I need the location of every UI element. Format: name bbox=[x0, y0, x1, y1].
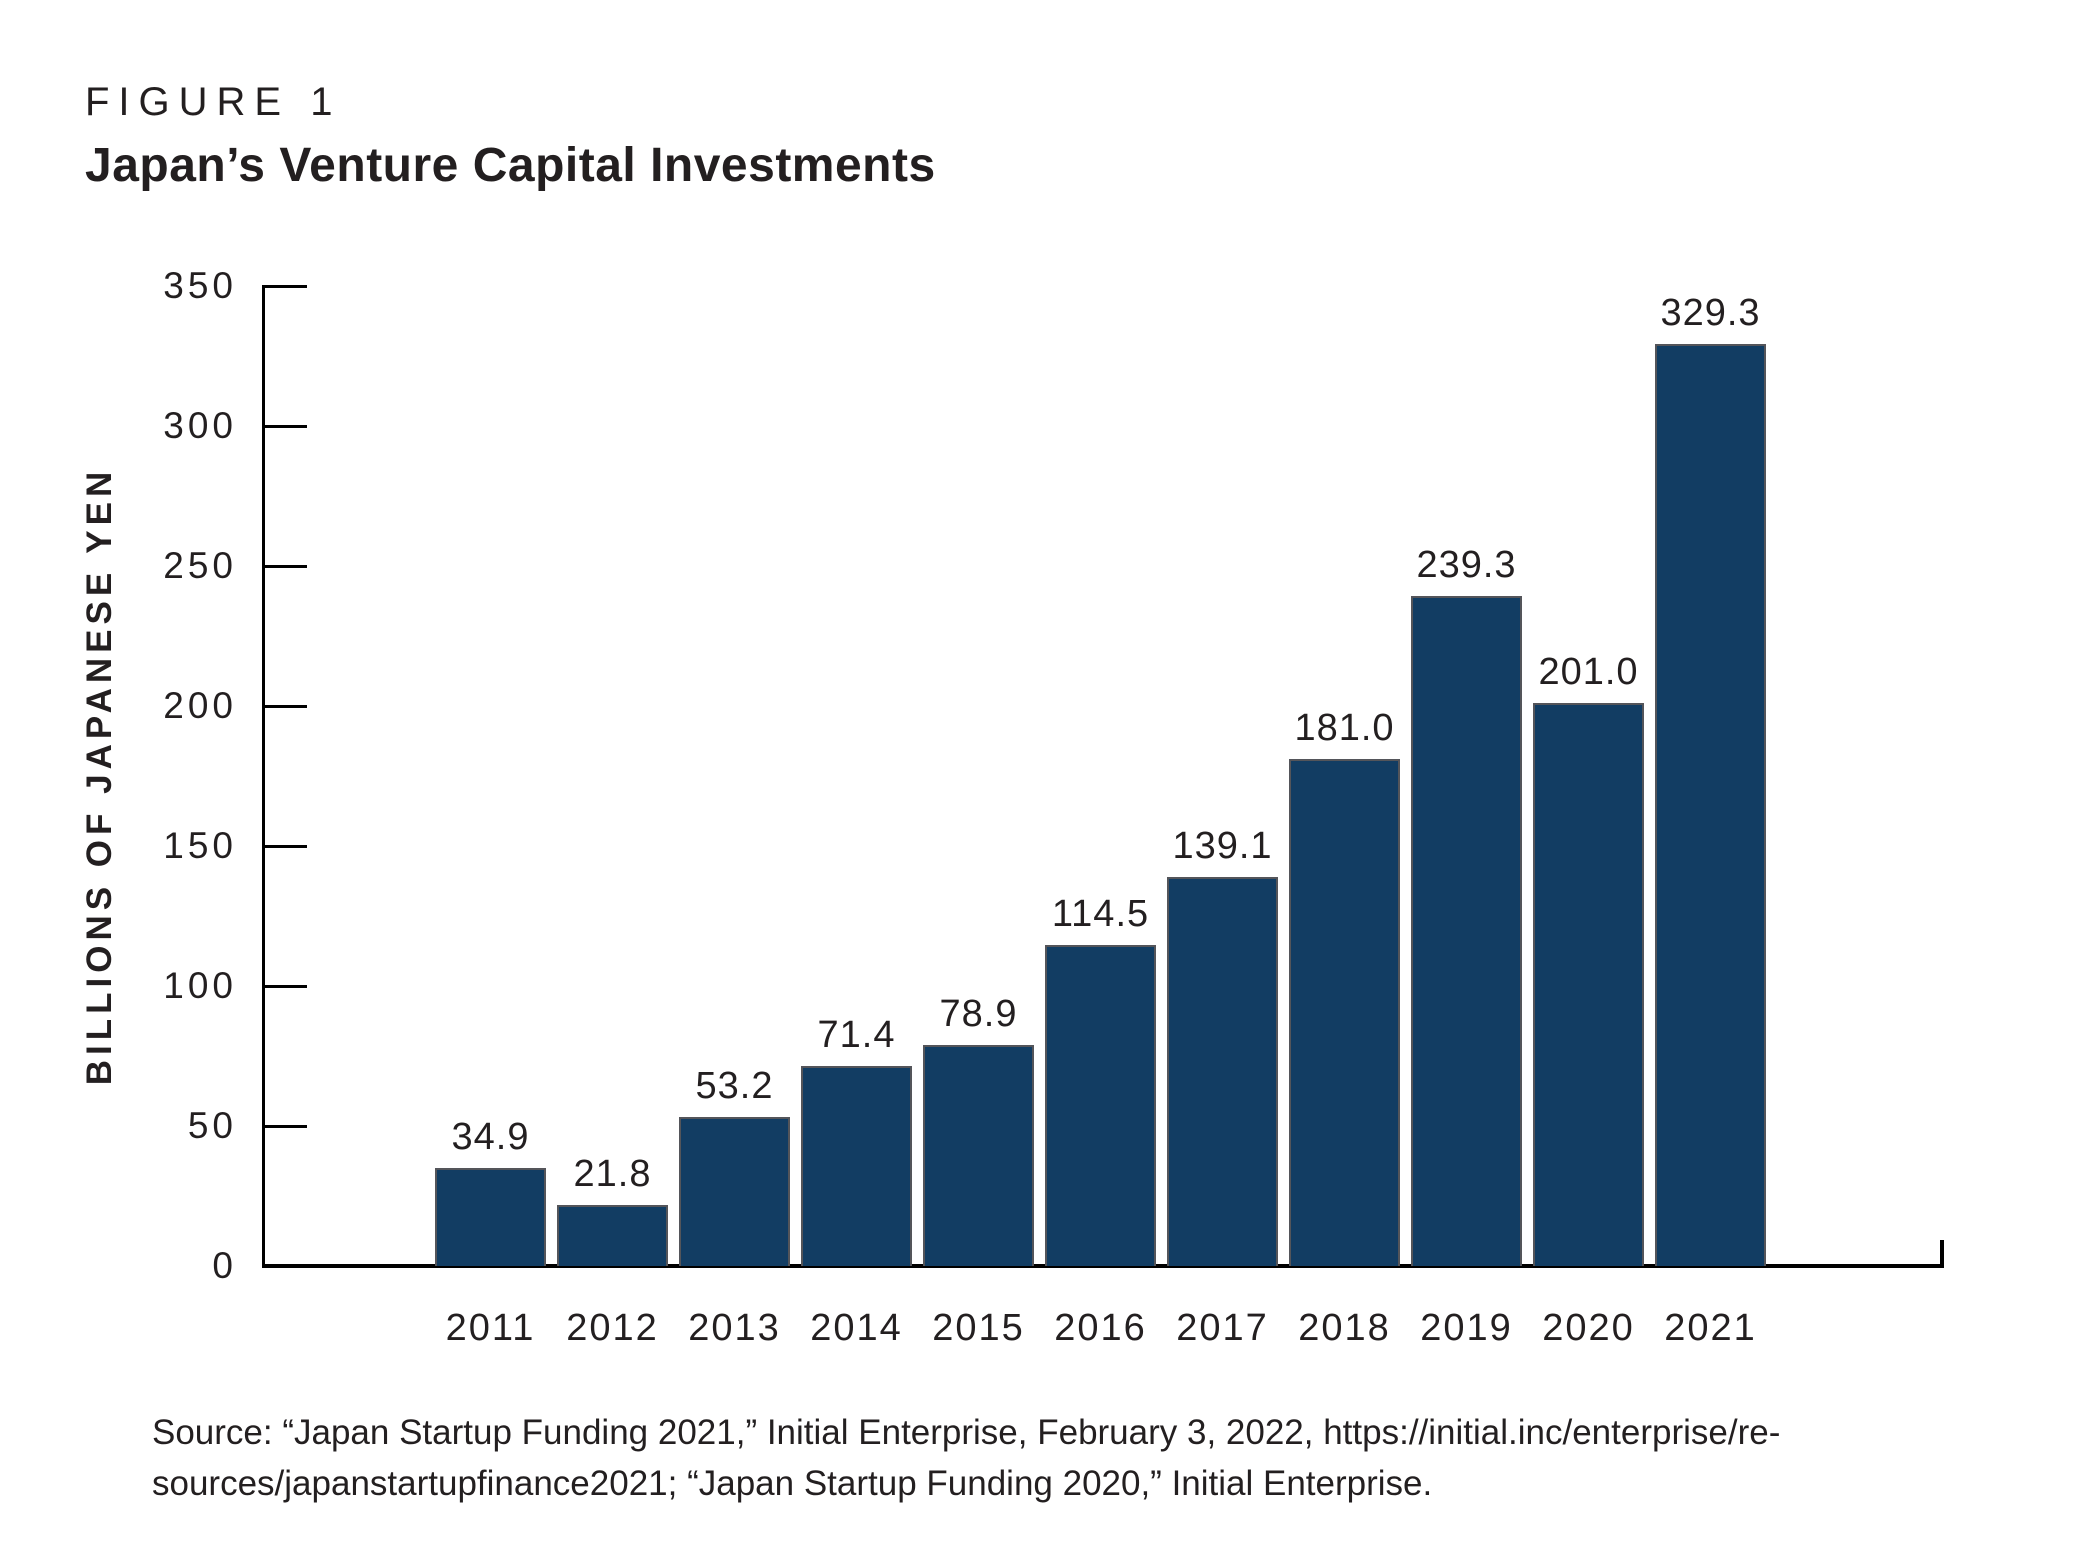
x-axis-category-label: 2018 bbox=[1298, 1307, 1391, 1349]
bar-2017 bbox=[1167, 876, 1278, 1266]
bar-2012 bbox=[557, 1204, 668, 1266]
bar-value-label: 239.3 bbox=[1416, 543, 1517, 586]
x-axis-category-label: 2016 bbox=[1054, 1307, 1147, 1349]
y-axis-tick-label: 150 bbox=[163, 825, 237, 866]
y-axis-tick bbox=[262, 1264, 307, 1268]
y-axis-tick bbox=[262, 984, 307, 988]
y-axis-tick-label: 100 bbox=[163, 965, 237, 1006]
bar-value-label: 34.9 bbox=[451, 1116, 530, 1159]
y-axis-tick-label: 200 bbox=[163, 685, 237, 726]
bar-2015 bbox=[923, 1045, 1034, 1266]
bar-2019 bbox=[1411, 595, 1522, 1266]
x-axis-category-label: 2011 bbox=[445, 1307, 536, 1349]
x-axis-category-label: 2012 bbox=[566, 1307, 659, 1349]
y-axis-tick bbox=[262, 424, 307, 428]
y-axis-tick-label: 0 bbox=[212, 1245, 237, 1286]
bar-value-label: 78.9 bbox=[939, 993, 1018, 1036]
bar-value-label: 181.0 bbox=[1294, 707, 1395, 750]
chart-title: Japan’s Venture Capital Investments bbox=[85, 139, 936, 192]
y-axis-line bbox=[262, 286, 265, 1266]
bar-value-label: 53.2 bbox=[695, 1065, 774, 1108]
bar-value-label: 71.4 bbox=[817, 1014, 896, 1057]
bar-2020 bbox=[1533, 703, 1644, 1266]
bar-2014 bbox=[801, 1066, 912, 1266]
figure-label: FIGURE 1 bbox=[85, 80, 342, 124]
x-axis-category-label: 2019 bbox=[1420, 1307, 1513, 1349]
x-axis-line bbox=[262, 1264, 1944, 1268]
bar-2011 bbox=[435, 1168, 546, 1266]
bar-value-label: 329.3 bbox=[1660, 291, 1761, 334]
y-axis-tick bbox=[262, 1124, 307, 1128]
x-axis-category-label: 2020 bbox=[1542, 1307, 1635, 1349]
bar-2018 bbox=[1289, 759, 1400, 1266]
bar-2016 bbox=[1045, 945, 1156, 1266]
x-axis-end-tick bbox=[1940, 1240, 1944, 1266]
bar-value-label: 21.8 bbox=[573, 1152, 652, 1195]
bar-chart-plot-area: 0 50 100 150 200 250 300 350 34.9 2011 21.8 2012 53.… bbox=[163, 266, 1944, 1349]
bar-value-label: 114.5 bbox=[1051, 893, 1150, 936]
y-axis-tick-label: 300 bbox=[163, 405, 237, 446]
bar-2021 bbox=[1655, 343, 1766, 1266]
bar-value-label: 139.1 bbox=[1172, 824, 1273, 867]
x-axis-category-label: 2021 bbox=[1664, 1307, 1757, 1349]
source-line-1: Source: “Japan Startup Funding 2021,” In… bbox=[152, 1413, 1781, 1452]
y-axis-tick bbox=[262, 704, 307, 708]
figure-header: FIGURE 1 Japan’s Venture Capital Investm… bbox=[85, 82, 936, 190]
source-note: Source: “Japan Startup Funding 2021,” In… bbox=[152, 1408, 1780, 1510]
source-line-2: sources/japanstartupfinance2021; “Japan … bbox=[152, 1463, 1433, 1503]
y-axis-tick-label: 50 bbox=[187, 1105, 237, 1146]
y-axis-tick bbox=[262, 564, 307, 568]
y-axis-tick-label: 350 bbox=[163, 265, 237, 306]
x-axis-category-label: 2015 bbox=[932, 1307, 1025, 1349]
x-axis-category-label: 2017 bbox=[1176, 1307, 1269, 1349]
x-axis-category-label: 2013 bbox=[688, 1307, 781, 1349]
bar-2013 bbox=[679, 1117, 790, 1266]
bar-value-label: 201.0 bbox=[1538, 651, 1639, 694]
x-axis-category-label: 2014 bbox=[810, 1307, 903, 1349]
y-axis-tick bbox=[262, 844, 307, 848]
y-axis-tick-label: 250 bbox=[163, 545, 237, 586]
y-axis-tick bbox=[262, 284, 307, 288]
